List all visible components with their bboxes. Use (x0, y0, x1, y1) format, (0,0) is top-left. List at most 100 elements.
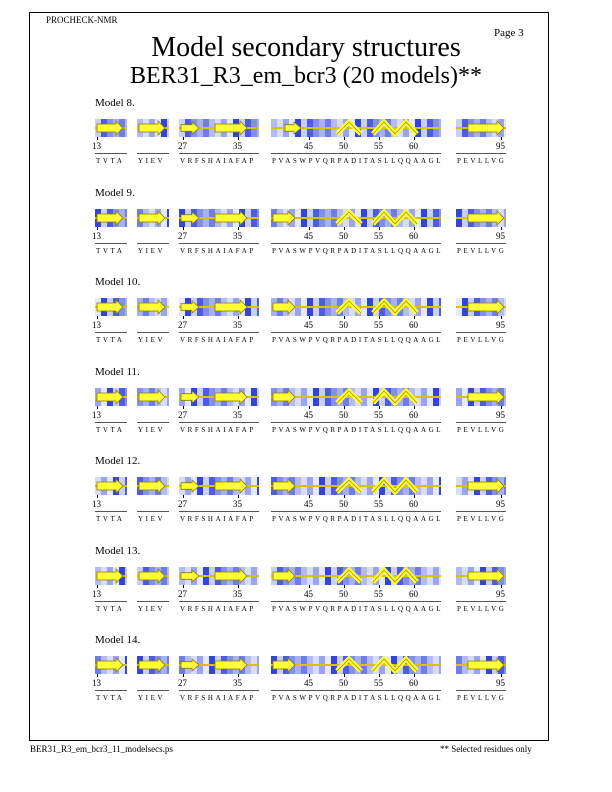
residue-number: 50 (339, 141, 348, 151)
strand-arrow (96, 209, 124, 226)
structure-segment (137, 477, 169, 495)
model-row: Model 14. TVTA YIEV VRFSHAIAFAP PVASWPVQRPAD… (0, 634, 612, 724)
model-label: Model 14. (95, 634, 141, 646)
residue-tick (183, 405, 184, 409)
residue-sequence: PEVLLVG (457, 604, 507, 613)
sequence-underline (137, 242, 169, 244)
structure-segment (179, 387, 259, 406)
secondary-structure-glyphs (138, 657, 166, 673)
residue-tick (97, 137, 98, 140)
residue-tick (183, 226, 184, 230)
residue-sequence: VRFSHAIAFAP (180, 246, 256, 255)
residue-number: 27 (178, 230, 187, 241)
helix-coil (371, 386, 419, 407)
secondary-structure-glyphs (96, 657, 124, 673)
strand-arrow (214, 478, 248, 494)
residue-number: 60 (409, 588, 418, 599)
strand-arrow (467, 120, 505, 136)
residue-sequence: VRFSHAIAFAP (180, 694, 256, 702)
model-row: Model 9. TVTA YIEV VRFSHAIAFAP PVASWPVQRPADI… (0, 187, 612, 277)
residue-number: 60 (409, 678, 418, 688)
residue-number: 35 (233, 588, 242, 599)
secondary-structure-glyphs (467, 209, 505, 226)
model-label: Model 8. (95, 97, 135, 109)
residue-number: 50 (339, 588, 348, 599)
structure-segment (95, 119, 127, 137)
sequence-underline (271, 600, 441, 602)
residue-tick (97, 405, 98, 409)
residue-sequence: PEVLLVG (457, 157, 507, 165)
helix-coil (335, 207, 363, 226)
strand-arrow (96, 657, 124, 673)
secondary-structure-glyphs (467, 388, 505, 405)
residue-sequence: TVTA (96, 157, 125, 165)
helix-outline (372, 569, 418, 582)
structure-segment (271, 386, 441, 407)
sequence-underline (456, 153, 506, 154)
helix-outline (372, 479, 418, 493)
secondary-structure-glyphs (180, 657, 248, 673)
residue-sequence: VRFSHAIAFAP (180, 157, 256, 165)
residue-tick (183, 316, 184, 319)
model-row: Model 12. TVTA YIEV VRFSHAIAFAP PVASWPVQRPAD… (0, 455, 612, 545)
residue-tick (501, 405, 502, 409)
residue-tick (344, 584, 345, 588)
helix-coil (335, 565, 363, 584)
secondary-structure-glyphs (272, 386, 419, 407)
residue-number: 27 (178, 678, 187, 688)
helix-outline (372, 390, 418, 403)
helix-coil (371, 655, 419, 675)
residue-number: 50 (339, 678, 348, 688)
sequence-underline (137, 153, 169, 154)
secondary-structure-glyphs (467, 657, 505, 673)
helix-outline (336, 211, 362, 224)
sequence-underline (137, 690, 169, 691)
strand-arrow (180, 389, 200, 404)
secondary-structure-glyphs (180, 478, 248, 494)
residue-tick (344, 495, 345, 498)
residue-tick (97, 584, 98, 588)
strand-arrow (272, 388, 296, 405)
residue-number: 55 (374, 230, 383, 241)
structure-segment (137, 119, 169, 137)
sequence-underline (271, 690, 441, 691)
residue-tick (344, 405, 345, 409)
strand-arrow (96, 120, 124, 136)
residue-tick (238, 226, 239, 230)
residue-sequence: PVASWPVQRPADITASLLQQAAGL (272, 425, 444, 434)
residue-sequence: PEVLLVG (457, 246, 507, 255)
residue-tick (414, 316, 415, 319)
residue-number: 13 (92, 409, 101, 420)
secondary-structure-glyphs (96, 567, 124, 584)
residue-tick (238, 137, 239, 140)
residue-tick (379, 405, 380, 409)
residue-sequence: PVASWPVQRPADITASLLQQAAGL (272, 515, 444, 523)
model-row: Model 13. TVTA YIEV VRFSHAIAFAP PVASWPVQRPAD… (0, 545, 612, 635)
helix-coil (371, 297, 419, 317)
residue-tick (309, 405, 310, 409)
residue-number: 55 (374, 320, 383, 330)
structure-segment (95, 566, 127, 585)
residue-number: 55 (374, 678, 383, 688)
residue-sequence: PVASWPVQRPADITASLLQQAAGL (272, 157, 444, 165)
strand-arrow (467, 478, 505, 494)
residue-number: 35 (233, 320, 242, 330)
strand-arrow (180, 300, 200, 314)
structure-segment (137, 387, 169, 406)
residue-tick (501, 495, 502, 498)
residue-number: 50 (339, 320, 348, 330)
residue-tick (309, 674, 310, 677)
residue-sequence: PEVLLVG (457, 425, 507, 434)
structure-segment (95, 477, 127, 495)
residue-sequence: TVTA (96, 694, 125, 702)
residue-tick (344, 316, 345, 319)
sequence-underline (179, 153, 259, 154)
sequence-underline (271, 332, 441, 333)
page-number: Page 3 (494, 27, 524, 39)
strand-arrow (138, 299, 166, 315)
secondary-structure-glyphs (467, 299, 505, 315)
residue-tick (501, 226, 502, 230)
residue-tick (501, 137, 502, 140)
residue-tick (238, 674, 239, 677)
sequence-underline (137, 600, 169, 602)
